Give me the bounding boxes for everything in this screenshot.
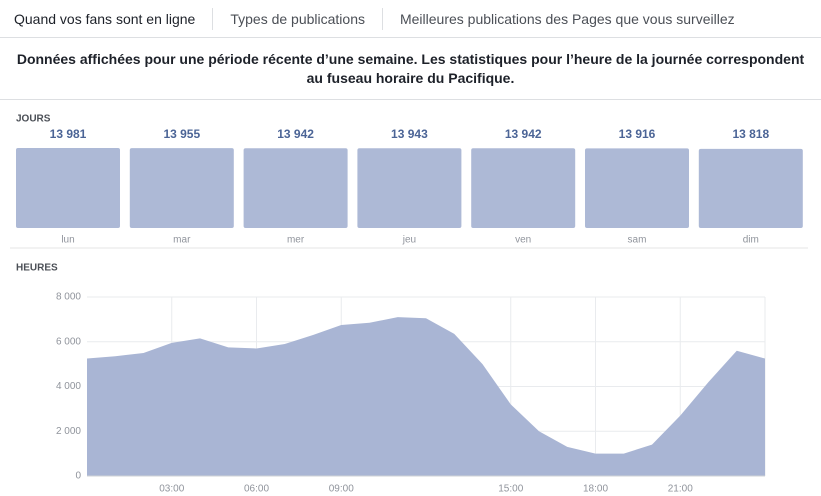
day-label: mar	[173, 235, 191, 246]
day-label: ven	[515, 235, 531, 246]
bar	[243, 148, 348, 228]
bar	[698, 148, 803, 228]
y-tick-label: 8 000	[56, 292, 81, 303]
x-tick-label: 06:00	[244, 484, 269, 495]
value-label: 13 916	[619, 127, 656, 141]
day-label: mer	[287, 235, 305, 246]
tab[interactable]: Quand vos fans sont en ligne	[14, 10, 196, 27]
bar	[585, 148, 689, 228]
y-tick-label: 2 000	[56, 426, 81, 437]
chart-title: JOURS	[16, 114, 51, 125]
y-tick-label: 6 000	[56, 336, 81, 347]
bar	[16, 148, 120, 228]
x-tick-label: 15:00	[498, 484, 523, 495]
x-tick-label: 18:00	[583, 484, 608, 495]
notice: Données affichées pour une période récen…	[16, 51, 805, 86]
value-label: 13 943	[391, 127, 428, 141]
chart-title: HEURES	[16, 263, 58, 274]
y-tick-label: 0	[75, 471, 81, 482]
value-label: 13 818	[732, 127, 769, 141]
y-tick-label: 4 000	[56, 381, 81, 392]
tab[interactable]: Types de publications	[212, 7, 382, 30]
value-label: 13 955	[163, 127, 200, 141]
x-tick-label: 09:00	[329, 484, 354, 495]
value-label: 13 981	[50, 127, 87, 141]
tab[interactable]: Meilleures publications des Pages que vo…	[381, 7, 752, 30]
bar	[129, 148, 234, 228]
day-label: dim	[743, 235, 759, 246]
bar	[471, 148, 576, 228]
day-label: sam	[628, 235, 647, 246]
value-label: 13 942	[505, 127, 542, 141]
x-tick-label: 21:00	[668, 484, 693, 495]
day-label: lun	[61, 235, 74, 246]
x-tick-label: 03:00	[159, 484, 184, 495]
day-label: jeu	[402, 235, 416, 246]
value-label: 13 942	[277, 127, 314, 141]
bar	[357, 148, 462, 228]
tab-bar: Quand vos fans sont en ligne Types de pu…	[0, 0, 821, 38]
separator	[0, 99, 821, 100]
charts: JOURS 13 981 lun 13 955 mar 13 942 mer 13 943 je…	[10, 114, 808, 495]
area	[87, 317, 765, 476]
